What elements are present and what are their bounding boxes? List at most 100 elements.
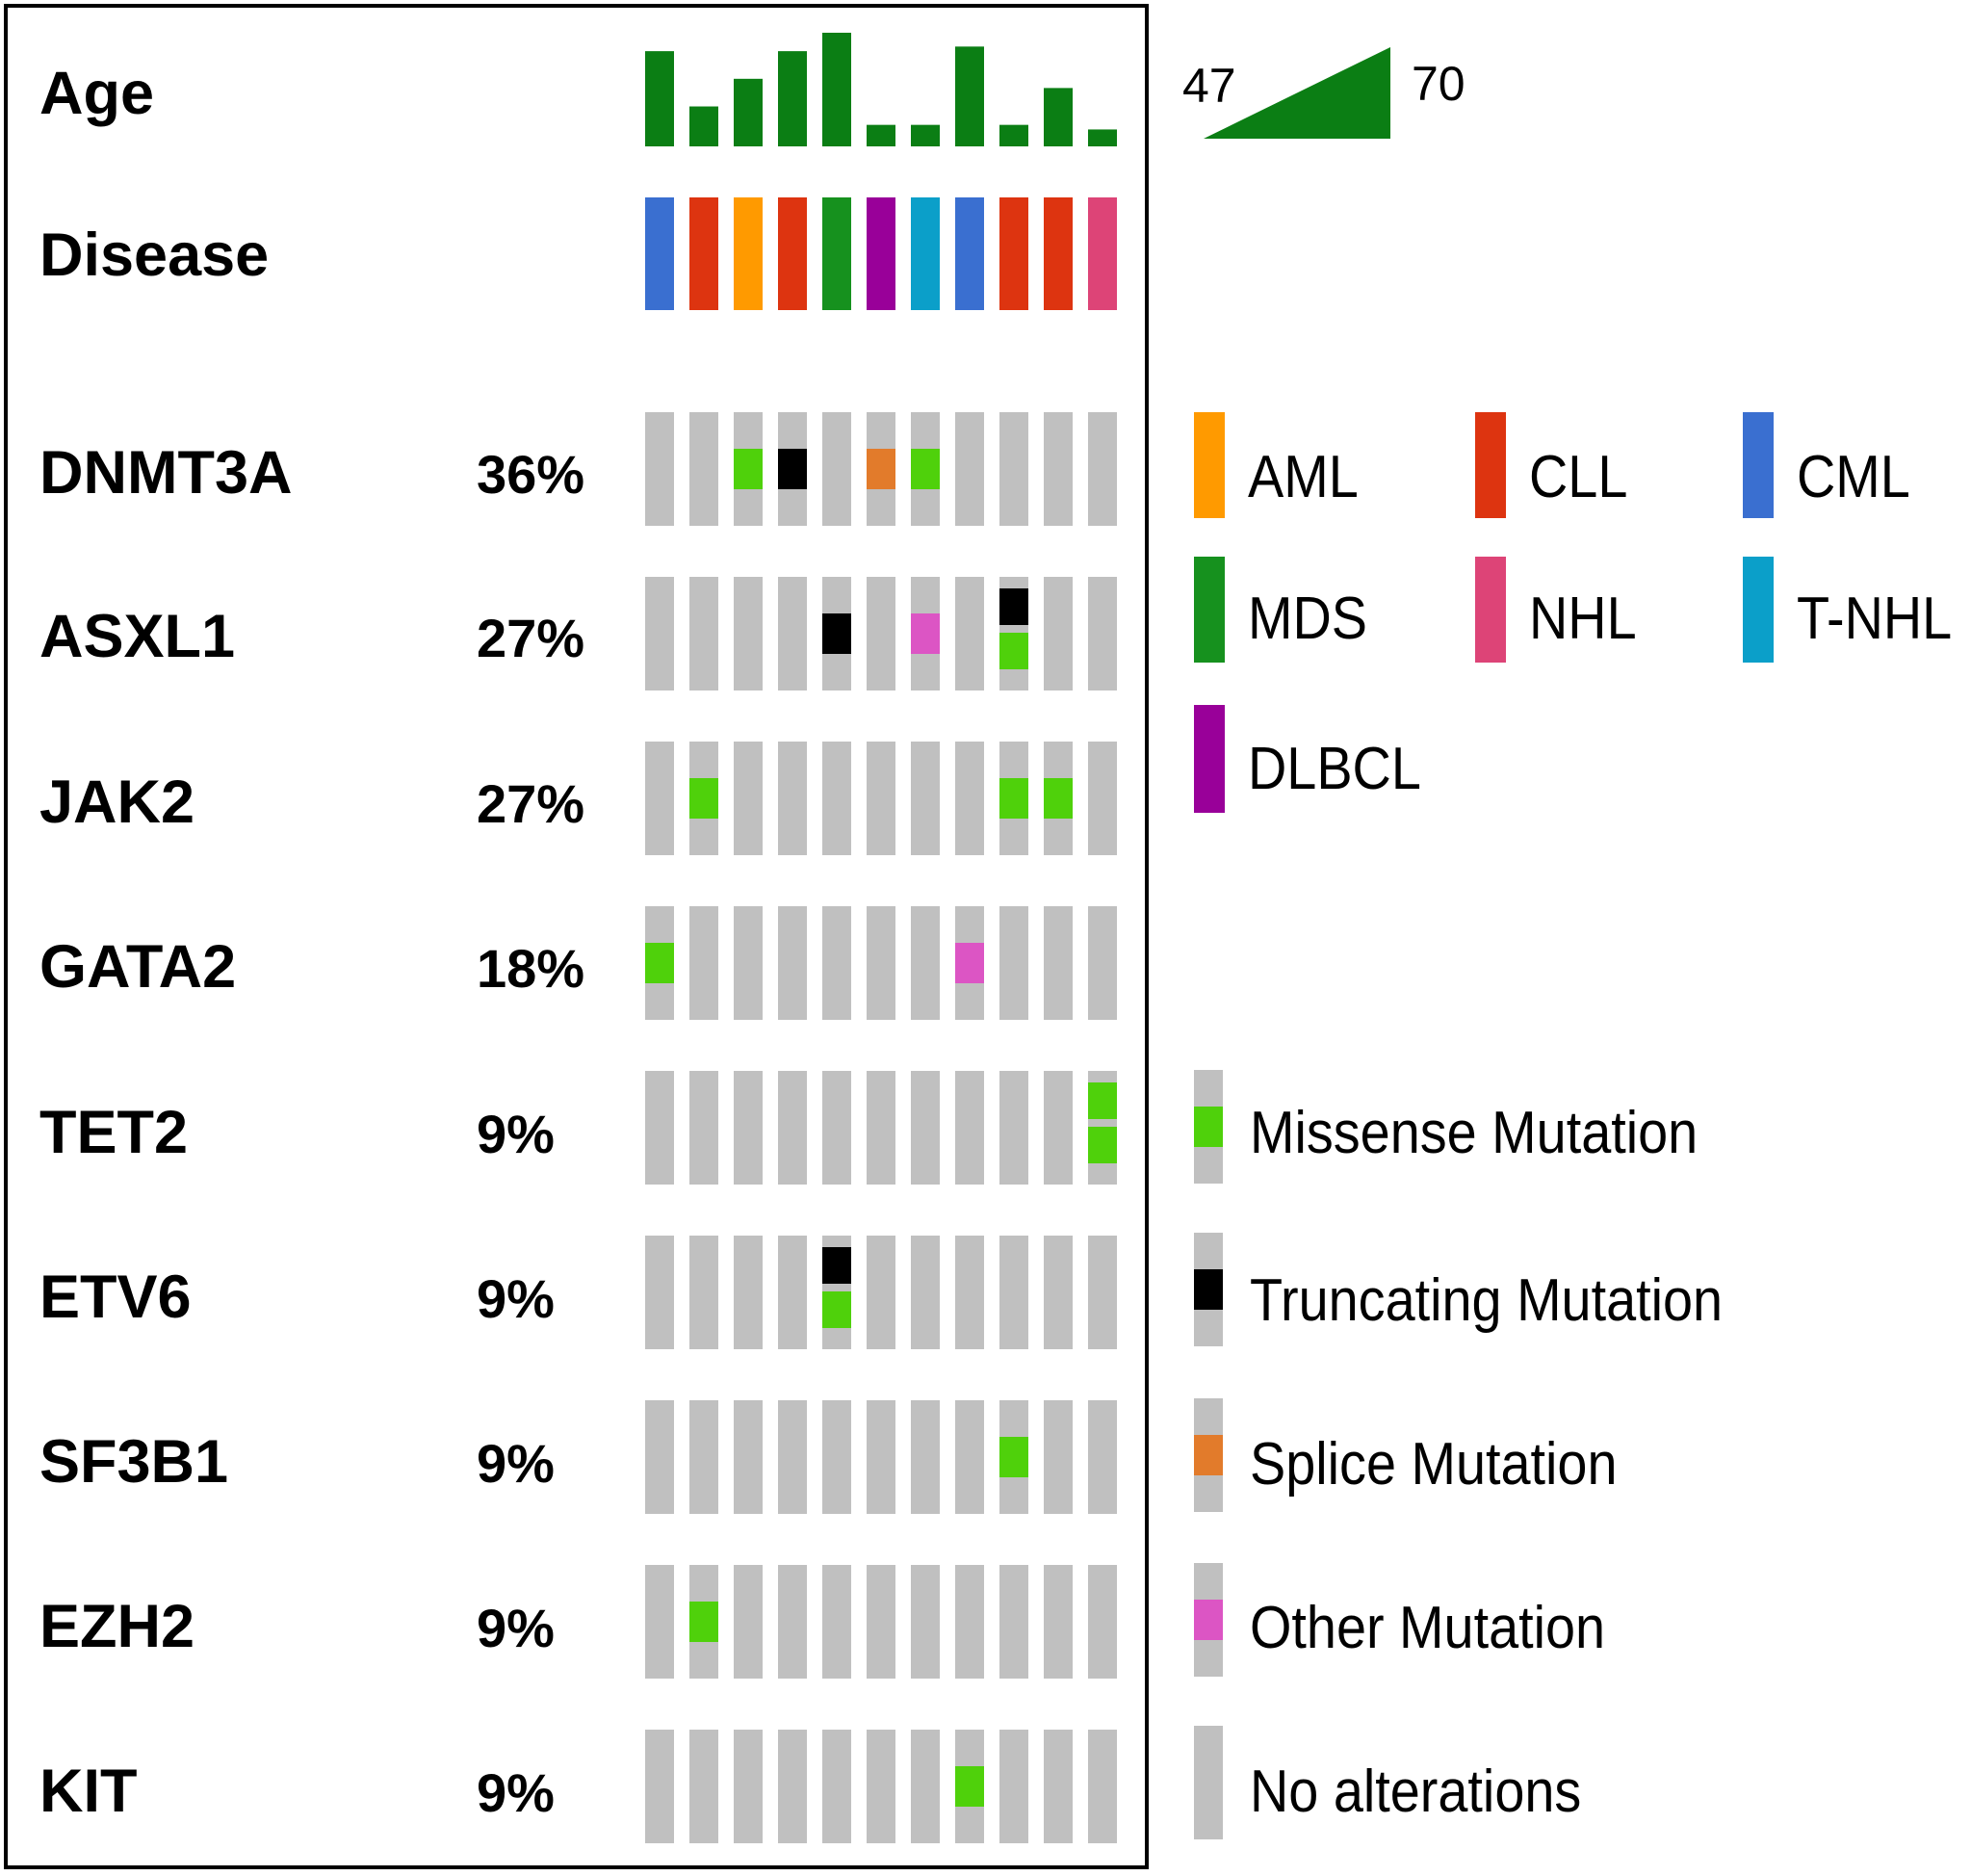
gene-cell — [1044, 1730, 1073, 1843]
age-bar — [1044, 88, 1073, 146]
gene-cell — [911, 742, 940, 855]
gene-percent: 9% — [477, 1268, 555, 1329]
gene-cell — [645, 1400, 674, 1514]
gene-label: TET2 — [39, 1099, 189, 1166]
gene-cell — [822, 1730, 851, 1843]
gene-cell — [822, 1565, 851, 1679]
age-bar — [778, 51, 807, 147]
gene-cell — [1044, 1400, 1073, 1514]
gene-cell — [955, 1400, 984, 1514]
gene-cell — [1088, 1565, 1117, 1679]
legend-swatch-mds — [1194, 557, 1225, 663]
gene-cell — [867, 1400, 895, 1514]
oncoprint-frame — [4, 4, 1149, 1869]
gene-cell — [911, 1400, 940, 1514]
alteration-mark — [955, 1766, 984, 1807]
gene-cell — [955, 742, 984, 855]
alteration-mark — [645, 943, 674, 983]
gene-cell — [778, 742, 807, 855]
age-bar — [867, 124, 895, 146]
disease-bar — [1088, 197, 1117, 310]
alteration-mark — [1044, 778, 1073, 819]
gene-cell — [1088, 412, 1117, 526]
gene-cell — [867, 1236, 895, 1349]
legend-label-missense: Missense Mutation — [1250, 1100, 1699, 1166]
age-bar — [822, 33, 851, 146]
gene-cell — [645, 742, 674, 855]
gene-cell — [778, 1400, 807, 1514]
disease-bar — [999, 197, 1028, 310]
gene-cell — [1088, 1400, 1117, 1514]
gene-cell — [911, 906, 940, 1020]
gene-cell — [822, 906, 851, 1020]
gene-cell — [1044, 1236, 1073, 1349]
gene-cell — [689, 1236, 718, 1349]
gene-cell — [778, 1236, 807, 1349]
alteration-mark — [1088, 1127, 1117, 1163]
gene-label: JAK2 — [39, 769, 195, 836]
legend-label-aml: AML — [1248, 444, 1359, 510]
disease-bar — [822, 197, 851, 310]
legend-swatch-nhl — [1475, 557, 1506, 663]
gene-cell — [867, 1730, 895, 1843]
gene-cell — [645, 412, 674, 526]
gene-cell — [645, 577, 674, 690]
gene-cell — [955, 412, 984, 526]
gene-cell — [689, 1400, 718, 1514]
gene-cell — [734, 1730, 763, 1843]
legend-label-other: Other Mutation — [1250, 1595, 1606, 1661]
age-bar — [1088, 129, 1117, 146]
gene-label: GATA2 — [39, 933, 237, 1001]
legend-swatch-cml — [1743, 412, 1774, 518]
gene-cell — [822, 1400, 851, 1514]
gene-cell — [645, 1565, 674, 1679]
gene-cell — [689, 412, 718, 526]
alteration-mark — [822, 1247, 851, 1284]
alteration-mark — [822, 1291, 851, 1328]
gene-percent: 9% — [477, 1433, 555, 1494]
gene-cell — [822, 1071, 851, 1185]
gene-label: ETV6 — [39, 1264, 192, 1331]
age-track-label: Age — [39, 60, 155, 127]
gene-cell — [955, 1565, 984, 1679]
disease-track-label: Disease — [39, 221, 270, 289]
gene-cell — [822, 412, 851, 526]
alteration-mark — [734, 449, 763, 489]
alteration-mark — [867, 449, 895, 489]
gene-cell — [645, 1071, 674, 1185]
alteration-mark — [778, 449, 807, 489]
legend-label-nhl: NHL — [1529, 586, 1637, 652]
gene-cell — [645, 1236, 674, 1349]
gene-cell — [999, 1565, 1028, 1679]
gene-cell — [734, 906, 763, 1020]
legend-label-truncating: Truncating Mutation — [1250, 1267, 1724, 1334]
age-bar — [645, 51, 674, 147]
gene-cell — [734, 742, 763, 855]
legend-label-t-nhl: T-NHL — [1797, 586, 1953, 652]
gene-percent: 9% — [477, 1104, 555, 1164]
gene-cell — [867, 577, 895, 690]
gene-cell — [1088, 906, 1117, 1020]
gene-cell — [911, 1236, 940, 1349]
disease-bar — [911, 197, 940, 310]
gene-cell — [822, 742, 851, 855]
gene-cell — [778, 577, 807, 690]
gene-cell — [999, 1730, 1028, 1843]
alteration-mark — [911, 449, 940, 489]
alteration-mark — [689, 778, 718, 819]
gene-percent: 9% — [477, 1762, 555, 1823]
gene-cell — [911, 1730, 940, 1843]
alteration-mark — [999, 1437, 1028, 1477]
gene-cell — [734, 577, 763, 690]
gene-cell — [778, 1071, 807, 1185]
gene-cell — [955, 577, 984, 690]
gene-cell — [999, 412, 1028, 526]
gene-cell — [999, 906, 1028, 1020]
legend-label-cml: CML — [1797, 444, 1910, 510]
gene-cell — [734, 1236, 763, 1349]
gene-cell — [734, 1071, 763, 1185]
gene-cell — [955, 1236, 984, 1349]
age-bar — [734, 78, 763, 146]
gene-label: SF3B1 — [39, 1428, 229, 1496]
